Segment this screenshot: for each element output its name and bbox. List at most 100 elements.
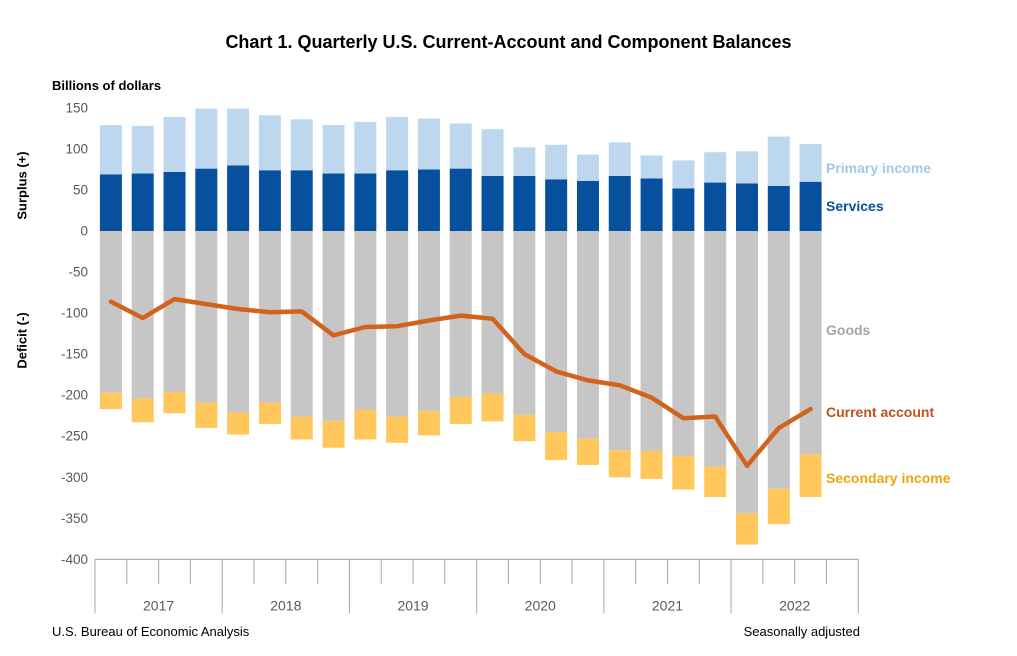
source-note: U.S. Bureau of Economic Analysis bbox=[52, 624, 250, 639]
current-account-line bbox=[108, 296, 813, 469]
bar-segment bbox=[195, 231, 218, 403]
bar-segment bbox=[704, 231, 727, 467]
bar-segment bbox=[99, 392, 122, 410]
legend-secondary-income: Secondary income bbox=[826, 470, 951, 486]
legend-goods: Goods bbox=[826, 322, 871, 338]
chart-title: Chart 1. Quarterly U.S. Current-Account … bbox=[225, 32, 792, 52]
bar-segment bbox=[258, 231, 281, 403]
bar-segment bbox=[449, 123, 472, 169]
bar-segment bbox=[354, 121, 377, 174]
bar-segment bbox=[672, 160, 695, 189]
bar-segment bbox=[608, 175, 631, 231]
bar-segment bbox=[99, 125, 122, 175]
bar-segment bbox=[545, 144, 568, 180]
y-tick-label: -100 bbox=[61, 306, 88, 321]
bar-segment bbox=[227, 231, 250, 413]
y-tick-label: -350 bbox=[61, 511, 88, 526]
units-label: Billions of dollars bbox=[52, 78, 162, 93]
bar-segment bbox=[735, 513, 758, 545]
bar-segment bbox=[576, 180, 599, 231]
bar-segment bbox=[354, 173, 377, 231]
bar-segment bbox=[576, 438, 599, 465]
bar-segment bbox=[672, 231, 695, 456]
legend-services: Services bbox=[826, 198, 884, 214]
bar-segment bbox=[481, 393, 504, 422]
bar-segment bbox=[481, 129, 504, 176]
bar-segment bbox=[227, 412, 250, 435]
bar-segment bbox=[258, 170, 281, 231]
bar-segment bbox=[386, 231, 409, 417]
bar-segment bbox=[799, 181, 822, 231]
y-tick-label: -200 bbox=[61, 388, 88, 403]
bar-segment bbox=[767, 231, 790, 489]
year-label: 2017 bbox=[143, 597, 174, 613]
bar-segment bbox=[449, 168, 472, 231]
bar-segment bbox=[640, 178, 663, 231]
bar-segment bbox=[195, 168, 218, 231]
bar-segment bbox=[131, 125, 154, 174]
bar-segment bbox=[767, 136, 790, 186]
bar-segment bbox=[608, 231, 631, 451]
y-tick-label: 0 bbox=[80, 224, 88, 239]
bar-segment bbox=[735, 231, 758, 514]
bar-segment bbox=[195, 108, 218, 169]
bar-segment bbox=[640, 231, 663, 452]
bar-segment bbox=[386, 416, 409, 443]
bar-segment bbox=[417, 410, 440, 436]
y-tick-label: -150 bbox=[61, 347, 88, 362]
bar-segment bbox=[513, 231, 536, 415]
adjustment-note: Seasonally adjusted bbox=[743, 624, 860, 639]
y-tick-label: 100 bbox=[65, 141, 88, 156]
bar-segment bbox=[735, 183, 758, 231]
year-label: 2021 bbox=[652, 597, 683, 613]
bar-segment bbox=[704, 152, 727, 183]
bar-segment bbox=[386, 170, 409, 231]
bar-segment bbox=[131, 173, 154, 231]
bar-segment bbox=[195, 402, 218, 429]
y-tick-label: -250 bbox=[61, 429, 88, 444]
bar-segment bbox=[608, 450, 631, 478]
bar-segment bbox=[767, 185, 790, 231]
year-label: 2022 bbox=[779, 597, 810, 613]
bar-segment bbox=[481, 231, 504, 394]
legend-primary-income: Primary income bbox=[826, 160, 932, 176]
bar-segment bbox=[131, 231, 154, 399]
bar-segment bbox=[640, 155, 663, 179]
bar-segment bbox=[386, 116, 409, 171]
bar-segment bbox=[735, 151, 758, 184]
bar-segment bbox=[640, 451, 663, 479]
bar-segment bbox=[227, 165, 250, 231]
bar-segment bbox=[767, 488, 790, 525]
bar-segment bbox=[513, 414, 536, 442]
y-tick-label: 50 bbox=[73, 182, 88, 197]
bar-segment bbox=[481, 175, 504, 231]
bar-segment bbox=[131, 398, 154, 423]
bar-segment bbox=[704, 466, 727, 497]
bar-segment bbox=[417, 118, 440, 170]
bar-segment bbox=[672, 455, 695, 490]
year-label: 2019 bbox=[397, 597, 428, 613]
year-label: 2018 bbox=[270, 597, 301, 613]
legend-current-account: Current account bbox=[826, 404, 935, 420]
bar-segment bbox=[322, 173, 345, 231]
bar-segment bbox=[163, 391, 186, 414]
bar-segment bbox=[513, 175, 536, 231]
bar-segment bbox=[672, 188, 695, 231]
bar-segment bbox=[322, 231, 345, 421]
bar-segment bbox=[290, 416, 313, 440]
bar-segment bbox=[290, 170, 313, 231]
bar-segment bbox=[545, 179, 568, 231]
bar-segment bbox=[545, 432, 568, 461]
bar-segment bbox=[163, 171, 186, 231]
bar-segment bbox=[258, 402, 281, 424]
y-tick-label: -400 bbox=[61, 552, 88, 567]
bar-segment bbox=[99, 174, 122, 231]
year-label: 2020 bbox=[525, 597, 556, 613]
y-tick-label: -50 bbox=[68, 265, 88, 280]
bar-segment bbox=[576, 154, 599, 181]
bar-segment bbox=[163, 231, 186, 392]
y-tick-label: -300 bbox=[61, 470, 88, 485]
bar-segment bbox=[799, 231, 822, 455]
